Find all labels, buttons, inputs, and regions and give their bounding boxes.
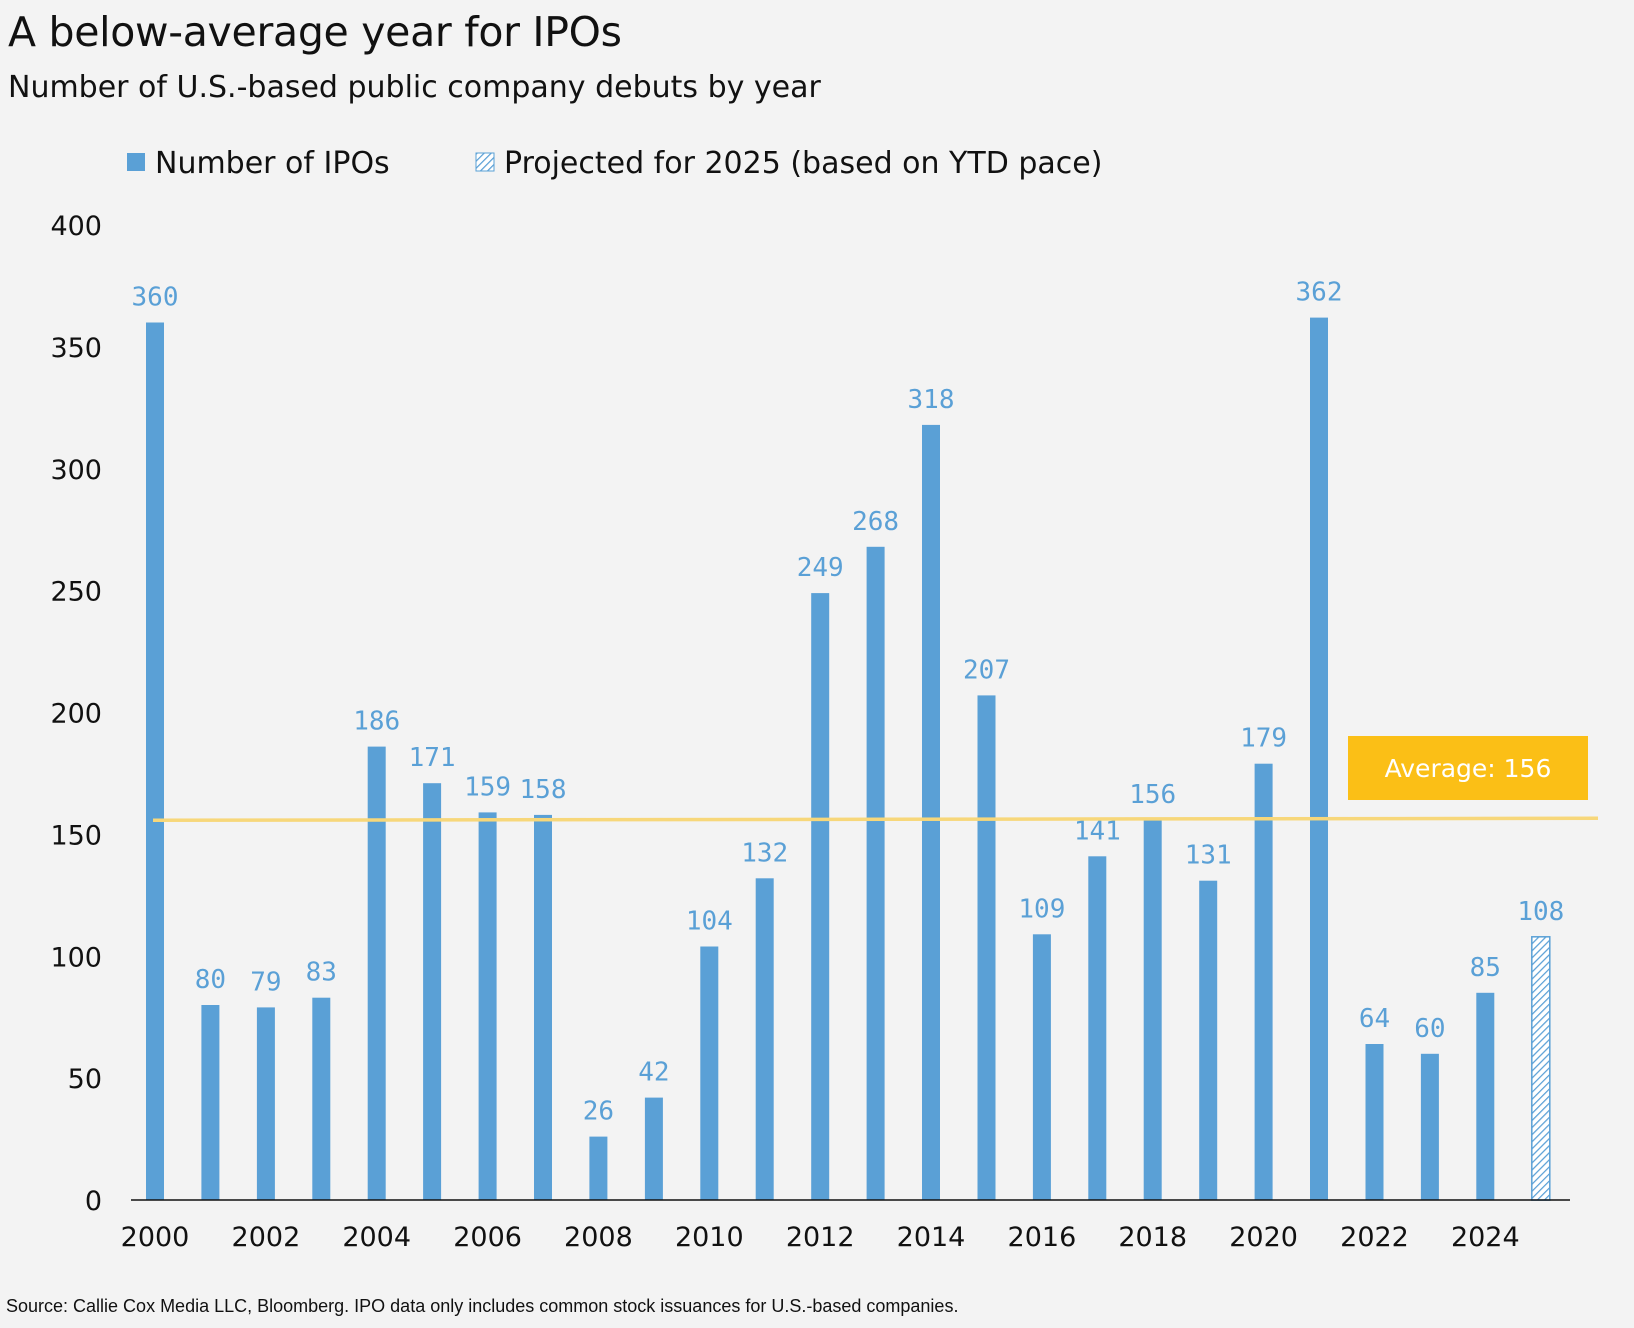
y-tick-label: 50 — [68, 1064, 102, 1095]
y-tick-label: 400 — [50, 211, 102, 242]
bar-2023 — [1420, 1053, 1439, 1201]
bar-2014 — [922, 424, 940, 1200]
data-label-2006: 159 — [464, 772, 511, 802]
legend-label-projected-2025: Projected for 2025 (based on YTD pace) — [504, 146, 1102, 181]
x-tick-label: 2022 — [1340, 1222, 1409, 1253]
x-tick-label: 2008 — [564, 1222, 633, 1253]
data-label-2003: 83 — [306, 958, 337, 988]
x-tick-label: 2012 — [786, 1222, 855, 1253]
legend-swatch-projected-2025 — [475, 152, 495, 172]
data-label-2011: 132 — [741, 838, 788, 868]
x-tick-label: 2004 — [342, 1222, 411, 1253]
average-layer: Average: 156 — [152, 736, 1599, 823]
bar-2010 — [700, 946, 719, 1200]
bar-2018 — [1143, 819, 1162, 1201]
bar-2012 — [811, 593, 830, 1200]
bar-2011 — [755, 878, 774, 1201]
legend-swatch-number-of-ipos — [127, 153, 145, 171]
y-tick-label: 300 — [50, 455, 102, 486]
data-label-2022: 64 — [1359, 1004, 1390, 1034]
x-tick-label: 2002 — [232, 1222, 301, 1253]
legend-label-number-of-ipos: Number of IPOs — [155, 146, 390, 181]
data-label-2001: 80 — [195, 965, 226, 995]
data-label-2023: 60 — [1414, 1014, 1445, 1044]
data-label-2000: 360 — [132, 283, 179, 313]
y-axis: 0 50 100 150 200 250 300 350 400 — [50, 211, 102, 1217]
y-tick-label: 200 — [50, 699, 102, 730]
bar-2024 — [1476, 992, 1495, 1200]
data-label-2009: 42 — [638, 1058, 669, 1088]
bar-2005 — [423, 783, 442, 1200]
data-label-2021: 362 — [1296, 278, 1343, 308]
bar-2006 — [478, 812, 497, 1200]
data-label-2010: 104 — [686, 907, 733, 937]
average-label-box — [1348, 736, 1588, 800]
bar-2001 — [201, 1005, 220, 1200]
source-note: Source: Callie Cox Media LLC, Bloomberg.… — [6, 1296, 959, 1316]
y-tick-label: 150 — [50, 820, 102, 851]
y-tick-label: 100 — [50, 942, 102, 973]
y-tick-label: 350 — [50, 333, 102, 364]
bars: 360 80 79 83 186 171 159 158 26 42 104 132 249 268 318… — [132, 278, 1564, 1201]
bar-2015 — [977, 695, 996, 1200]
bar-2013 — [866, 546, 885, 1201]
x-axis: 2000 2002 2004 2006 2008 2010 2012 2014 2016 2018… — [121, 1199, 1570, 1253]
average-line — [152, 816, 1599, 823]
data-label-2018: 156 — [1129, 780, 1176, 810]
bar-2022 — [1365, 1044, 1384, 1200]
chart: Number of IPOs Projected for 2025 (based … — [50, 146, 1599, 1253]
x-tick-label: 2024 — [1451, 1222, 1520, 1253]
x-tick-label: 2014 — [897, 1222, 966, 1253]
bar-projected-2025 — [1531, 936, 1551, 1201]
bar-2004 — [367, 746, 386, 1200]
data-label-2016: 109 — [1018, 894, 1065, 924]
data-label-2015: 207 — [963, 655, 1010, 685]
bar-2007 — [534, 814, 552, 1200]
chart-title: A below-average year for IPOs — [8, 8, 622, 56]
data-label-2002: 79 — [250, 967, 281, 997]
bar-2016 — [1032, 934, 1051, 1200]
x-tick-label: 2018 — [1118, 1222, 1187, 1253]
bar-2002 — [256, 1007, 275, 1200]
data-label-2008: 26 — [583, 1097, 614, 1127]
bar-2000 — [146, 322, 164, 1200]
bar-2017 — [1088, 856, 1107, 1200]
data-label-2007: 158 — [520, 775, 567, 805]
bar-2008 — [589, 1136, 608, 1200]
data-label-2019: 131 — [1185, 841, 1232, 871]
x-tick-label: 2000 — [121, 1222, 190, 1253]
data-label-2024: 85 — [1470, 953, 1501, 983]
chart-subtitle: Number of U.S.-based public company debu… — [8, 70, 821, 105]
legend: Number of IPOs Projected for 2025 (based … — [127, 146, 1102, 181]
data-label-2014: 318 — [908, 385, 955, 415]
data-label-2013: 268 — [852, 507, 899, 537]
y-tick-label: 250 — [50, 577, 102, 608]
average-label: Average: 156 — [1385, 754, 1552, 783]
data-label-2012: 249 — [797, 553, 844, 583]
data-label-2017: 141 — [1074, 816, 1121, 846]
data-label-2020: 179 — [1240, 724, 1287, 754]
bar-2020 — [1254, 763, 1273, 1200]
bar-2009 — [644, 1097, 663, 1200]
x-tick-label: 2010 — [675, 1222, 744, 1253]
data-label-2005: 171 — [409, 743, 456, 773]
data-label-2025: 108 — [1517, 897, 1564, 927]
x-tick-label: 2020 — [1229, 1222, 1298, 1253]
bar-2021 — [1310, 317, 1328, 1201]
bar-2019 — [1199, 880, 1218, 1200]
y-tick-label: 0 — [85, 1186, 102, 1217]
x-tick-label: 2006 — [453, 1222, 522, 1253]
bar-2003 — [312, 997, 331, 1200]
x-tick-label: 2016 — [1008, 1222, 1077, 1253]
data-label-2004: 186 — [353, 707, 400, 737]
